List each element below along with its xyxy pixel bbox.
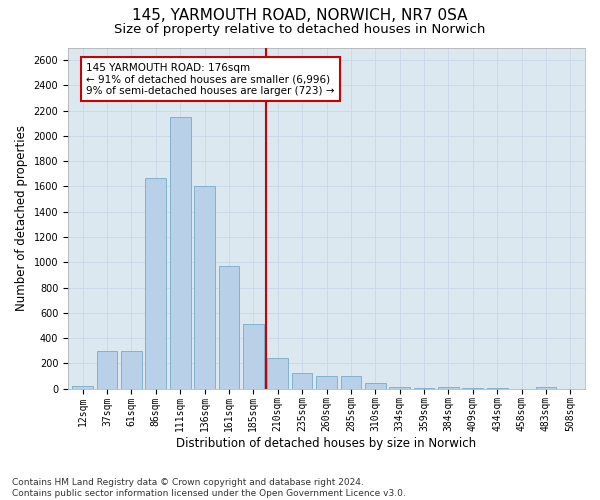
Bar: [243, 324, 264, 388]
Bar: [389, 386, 410, 388]
Bar: [536, 386, 556, 388]
Bar: [194, 186, 215, 388]
Text: 145, YARMOUTH ROAD, NORWICH, NR7 0SA: 145, YARMOUTH ROAD, NORWICH, NR7 0SA: [132, 8, 468, 22]
Text: Size of property relative to detached houses in Norwich: Size of property relative to detached ho…: [115, 22, 485, 36]
Bar: [438, 386, 459, 388]
X-axis label: Distribution of detached houses by size in Norwich: Distribution of detached houses by size …: [176, 437, 476, 450]
Bar: [145, 178, 166, 388]
Bar: [97, 350, 118, 389]
Bar: [121, 350, 142, 389]
Bar: [316, 376, 337, 388]
Bar: [341, 376, 361, 388]
Y-axis label: Number of detached properties: Number of detached properties: [15, 125, 28, 311]
Text: 145 YARMOUTH ROAD: 176sqm
← 91% of detached houses are smaller (6,996)
9% of sem: 145 YARMOUTH ROAD: 176sqm ← 91% of detac…: [86, 62, 335, 96]
Bar: [170, 117, 191, 388]
Bar: [292, 374, 313, 388]
Bar: [72, 386, 93, 388]
Text: Contains HM Land Registry data © Crown copyright and database right 2024.
Contai: Contains HM Land Registry data © Crown c…: [12, 478, 406, 498]
Bar: [268, 358, 288, 388]
Bar: [218, 266, 239, 388]
Bar: [365, 383, 386, 388]
